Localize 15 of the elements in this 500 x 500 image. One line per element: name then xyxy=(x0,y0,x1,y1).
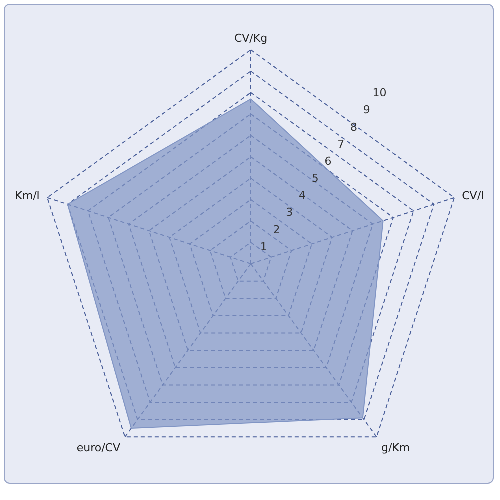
y-tick-label: 9 xyxy=(363,104,370,117)
y-tick-label: 5 xyxy=(312,172,319,186)
y-tick-label: 6 xyxy=(324,154,332,168)
y-tick-label: 10 xyxy=(372,86,387,100)
y-tick-label: 7 xyxy=(338,138,345,151)
spoke-label: euro/CV xyxy=(76,441,121,454)
spoke-label: g/Km xyxy=(381,441,410,454)
y-tick-label: 8 xyxy=(350,120,358,134)
y-tick-label: 3 xyxy=(286,206,294,220)
spoke-label: CV/l xyxy=(462,189,484,202)
y-tick-label: 2 xyxy=(273,223,280,236)
spoke-label: Km/l xyxy=(15,189,40,202)
y-tick-label: 1 xyxy=(260,240,268,254)
spoke-label: CV/Kg xyxy=(234,32,268,45)
y-tick-label: 4 xyxy=(299,189,306,202)
